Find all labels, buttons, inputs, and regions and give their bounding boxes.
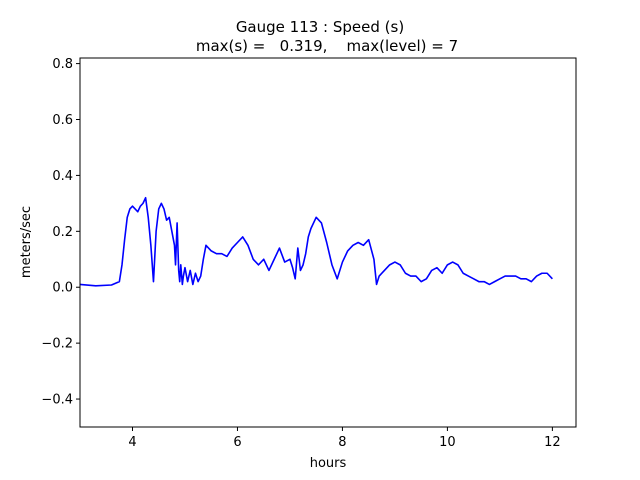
y-tick-label: 0.8: [52, 57, 73, 72]
y-tick-label: 0.2: [52, 225, 73, 240]
y-tick-label: 0.0: [52, 281, 73, 296]
y-tick-label: 0.6: [52, 113, 73, 128]
x-tick-label: 8: [338, 435, 346, 450]
x-tick-label: 10: [439, 435, 456, 450]
y-tick-label: −0.4: [41, 393, 73, 408]
x-axis-ticks: 4 6 8 10 12: [128, 427, 561, 450]
y-tick-label: −0.2: [41, 337, 73, 352]
x-tick-label: 12: [544, 435, 561, 450]
x-tick-label: 6: [233, 435, 241, 450]
series-line-0: [79, 196, 553, 287]
plot-area: [79, 196, 553, 287]
x-tick-label: 4: [128, 435, 136, 450]
plot-frame: [79, 57, 577, 428]
y-axis-label: meters/sec: [19, 206, 34, 278]
chart-title: Gauge 113 : Speed (s): [236, 18, 404, 36]
y-axis-ticks: −0.4 −0.2 0.0 0.2 0.4 0.6 0.8: [41, 57, 80, 408]
x-axis-label: hours: [310, 456, 347, 471]
chart-subtitle: max(s) = 0.319, max(level) = 7: [196, 37, 458, 55]
y-tick-label: 0.4: [52, 169, 73, 184]
